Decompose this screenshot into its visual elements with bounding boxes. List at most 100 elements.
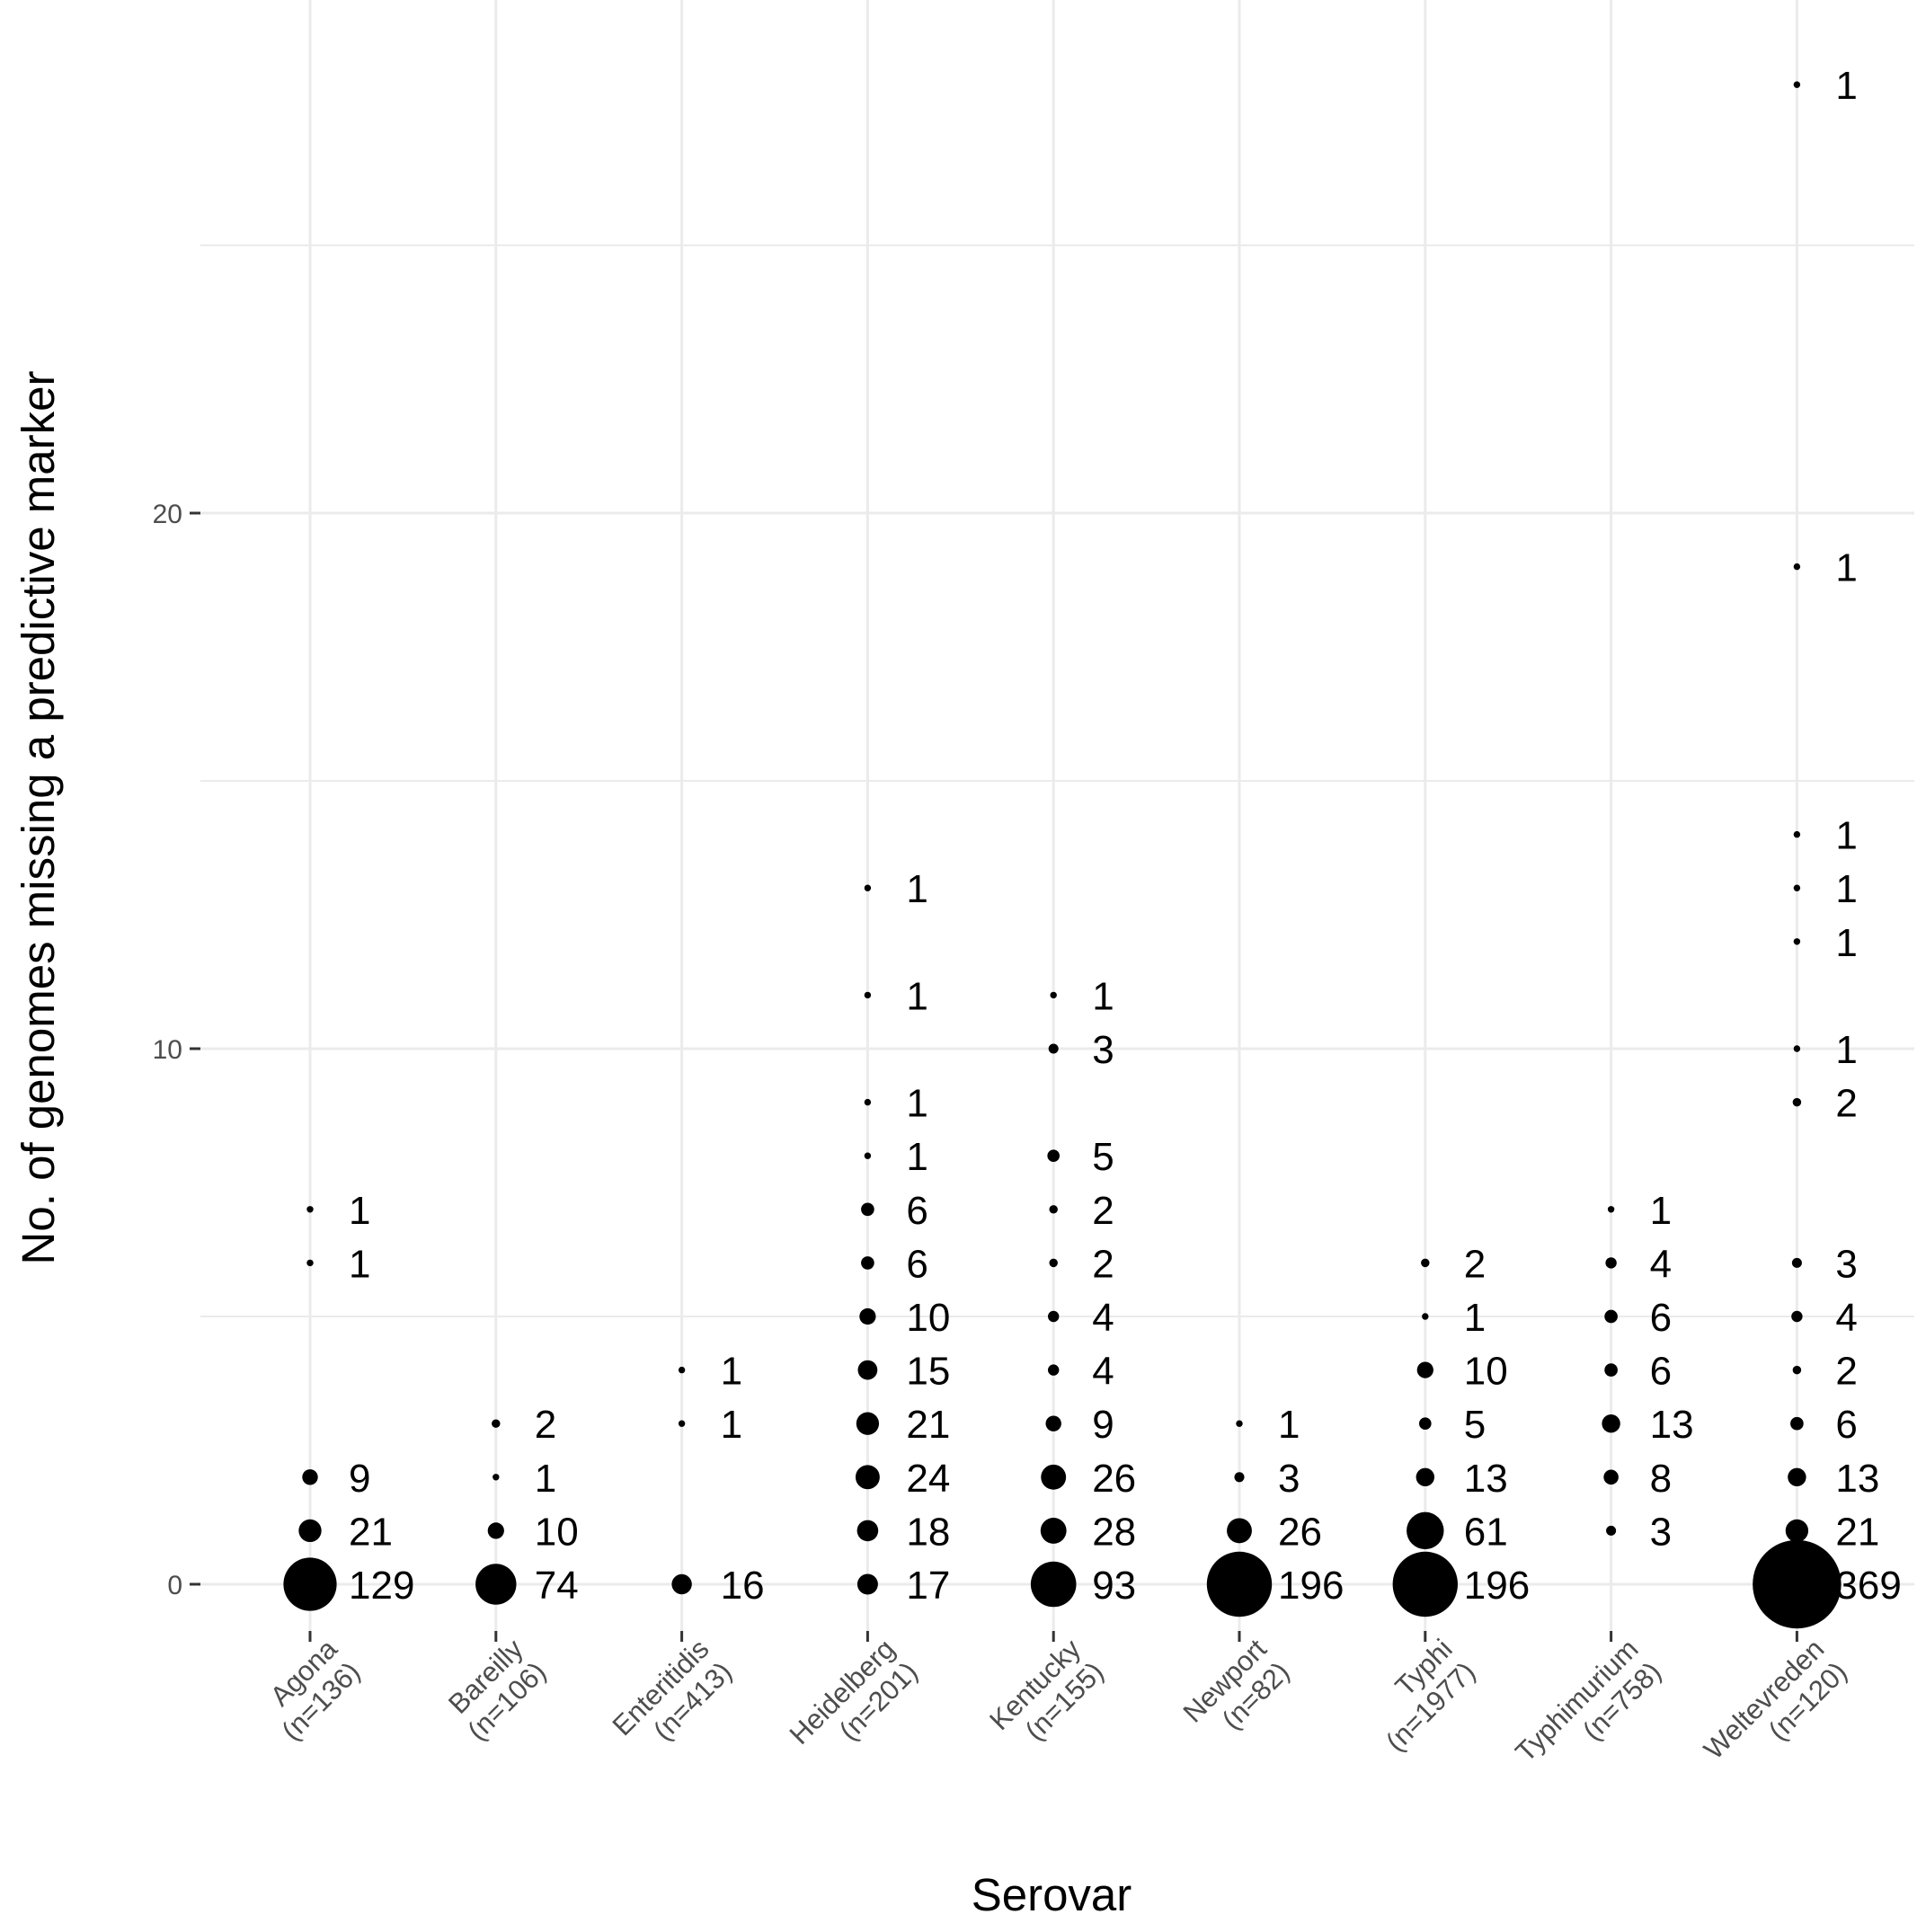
count-label: 21 (1835, 1510, 1879, 1554)
count-label: 10 (1464, 1350, 1508, 1394)
data-point (1793, 884, 1801, 891)
data-point (1419, 1417, 1432, 1430)
count-label: 13 (1835, 1457, 1879, 1501)
count-label: 1 (535, 1457, 556, 1501)
data-point (1606, 1525, 1617, 1536)
data-point (1048, 1364, 1060, 1376)
y-tick-label: 10 (153, 1035, 182, 1065)
y-axis-title: No. of genomes missing a predictive mark… (13, 371, 64, 1265)
data-point (1793, 938, 1801, 945)
count-label: 10 (906, 1296, 950, 1340)
data-point (856, 1573, 878, 1595)
count-label: 369 (1835, 1564, 1901, 1608)
data-point (1605, 1257, 1617, 1269)
count-label: 1 (1835, 814, 1857, 858)
count-label: 17 (906, 1564, 950, 1608)
count-label: 5 (1092, 1135, 1114, 1179)
data-point (1206, 1551, 1273, 1617)
data-point (1049, 1258, 1058, 1268)
count-label: 9 (349, 1457, 370, 1501)
count-label: 21 (349, 1510, 393, 1554)
data-point (864, 1098, 872, 1106)
data-point (475, 1564, 517, 1605)
count-label: 9 (1092, 1403, 1114, 1447)
data-point (1416, 1361, 1433, 1378)
count-label: 2 (1464, 1242, 1486, 1286)
data-point (857, 1360, 878, 1380)
count-label: 1 (906, 974, 927, 1018)
count-label: 3 (1092, 1028, 1114, 1072)
count-label: 4 (1650, 1242, 1672, 1286)
count-label: 1 (721, 1350, 742, 1394)
data-point (1392, 1551, 1459, 1617)
count-label: 74 (535, 1564, 579, 1608)
data-point (306, 1259, 314, 1267)
count-label: 16 (721, 1564, 765, 1608)
data-point (864, 1152, 872, 1159)
data-point (1050, 991, 1057, 999)
count-label: 26 (1278, 1510, 1322, 1554)
data-point (306, 1206, 314, 1213)
count-label: 5 (1464, 1403, 1486, 1447)
count-label: 1 (1835, 1028, 1857, 1072)
data-point (1793, 830, 1801, 838)
data-point (859, 1307, 876, 1325)
count-label: 1 (349, 1242, 370, 1286)
count-label: 18 (906, 1510, 950, 1554)
data-point (1227, 1518, 1252, 1544)
count-label: 1 (1835, 921, 1857, 965)
data-point (1047, 1149, 1060, 1162)
count-label: 1 (906, 1135, 927, 1179)
data-point (492, 1419, 501, 1428)
data-point (1422, 1313, 1429, 1320)
y-tick-label: 0 (167, 1571, 182, 1600)
count-label: 3 (1278, 1457, 1300, 1501)
data-point (1041, 1464, 1067, 1490)
data-point (1607, 1206, 1615, 1213)
data-point (856, 1412, 880, 1435)
data-point (861, 1202, 874, 1217)
data-point (1407, 1511, 1444, 1550)
count-label: 1 (1835, 867, 1857, 911)
data-point (678, 1366, 686, 1374)
count-label: 196 (1278, 1564, 1344, 1608)
data-point (861, 1256, 874, 1270)
data-point (1045, 1415, 1061, 1431)
data-point (1792, 1097, 1802, 1107)
count-label: 61 (1464, 1510, 1508, 1554)
data-point (1604, 1363, 1618, 1377)
data-point (298, 1519, 322, 1543)
data-points (283, 81, 1842, 1629)
count-label: 6 (906, 1189, 927, 1233)
count-label: 10 (535, 1510, 579, 1554)
count-label: 4 (1835, 1296, 1857, 1340)
count-label: 1 (1278, 1403, 1300, 1447)
y-tick-label: 20 (153, 500, 182, 529)
count-label: 6 (1650, 1296, 1672, 1340)
data-point (1416, 1467, 1435, 1487)
data-point (864, 884, 872, 891)
data-point (1785, 1519, 1809, 1543)
count-label: 24 (906, 1457, 950, 1501)
count-label: 28 (1092, 1510, 1136, 1554)
data-point (1421, 1258, 1430, 1268)
data-point (1790, 1416, 1804, 1431)
count-label: 8 (1650, 1457, 1672, 1501)
data-point (1793, 563, 1801, 571)
data-point (864, 991, 872, 999)
count-label: 2 (1092, 1189, 1114, 1233)
data-point (1791, 1257, 1802, 1268)
count-label: 3 (1650, 1510, 1672, 1554)
data-point (1791, 1310, 1803, 1323)
count-label: 4 (1092, 1296, 1114, 1340)
count-label: 26 (1092, 1457, 1136, 1501)
data-point (493, 1474, 500, 1481)
count-label: 2 (1092, 1242, 1114, 1286)
data-point (302, 1469, 318, 1485)
count-label: 129 (349, 1564, 414, 1608)
data-point (283, 1557, 337, 1611)
count-label: 1 (721, 1403, 742, 1447)
data-point (487, 1522, 504, 1539)
